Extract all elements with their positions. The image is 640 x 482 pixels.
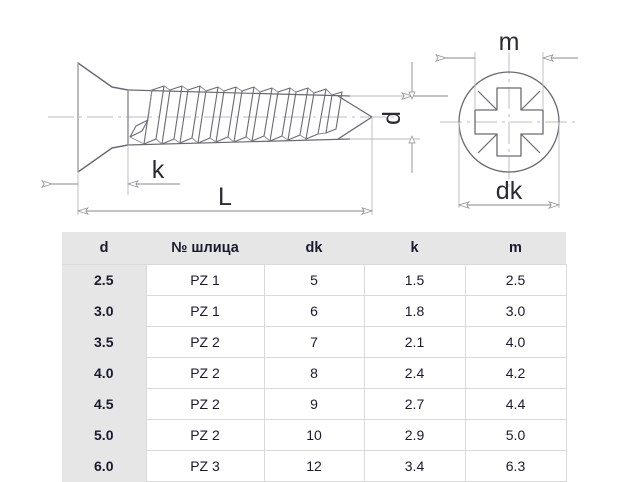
cell-slot-number: PZ 2 — [145, 326, 265, 358]
cell-dk: 7 — [263, 326, 365, 358]
cell-k: 1.8 — [363, 295, 466, 327]
table-row: 4.0 PZ 2 8 2.4 4.2 — [62, 357, 567, 389]
table-row: 3.5 PZ 2 7 2.1 4.0 — [62, 326, 567, 358]
cell-slot-number: PZ 1 — [145, 264, 265, 296]
cell-d: 5.0 — [62, 419, 147, 451]
cell-m: 3.0 — [464, 295, 567, 327]
cell-k: 3.4 — [363, 450, 466, 482]
cell-m: 5.0 — [464, 419, 567, 451]
cell-m: 4.4 — [464, 388, 567, 420]
cell-dk: 5 — [263, 264, 365, 296]
table-header-row: d № шлица dk k m — [62, 232, 566, 265]
cell-k: 2.7 — [363, 388, 466, 420]
cell-dk: 8 — [263, 357, 365, 389]
screw-technical-drawing: k L d — [0, 28, 578, 215]
cell-dk: 10 — [263, 419, 365, 451]
table-row: 3.0 PZ 1 6 1.8 3.0 — [62, 295, 567, 327]
table-row: 4.5 PZ 2 9 2.7 4.4 — [62, 388, 567, 420]
cell-slot-number: PZ 2 — [145, 388, 265, 420]
dimension-label-dk: dk — [496, 177, 523, 205]
cell-m: 4.2 — [464, 357, 567, 389]
dimension-d: d — [350, 62, 448, 173]
cell-k: 2.1 — [363, 326, 466, 358]
cell-d: 4.5 — [62, 388, 147, 420]
dimension-m: m — [446, 28, 578, 58]
cell-m: 4.0 — [464, 326, 567, 358]
dimension-label-m: m — [499, 28, 520, 56]
dimension-label-L: L — [218, 183, 232, 211]
cell-dk: 9 — [263, 388, 365, 420]
side-view-group: k L d — [48, 62, 448, 215]
cell-slot-number: PZ 3 — [145, 450, 265, 482]
screw-dimension-table: d № шлица dk k m 2.5 PZ 1 5 1.5 2.5 3.0 … — [62, 232, 567, 482]
cell-k: 2.9 — [363, 419, 466, 451]
column-header-m: m — [465, 232, 566, 265]
cell-slot-number: PZ 2 — [145, 419, 265, 451]
column-header-dk: dk — [264, 232, 364, 265]
thread-root-lines — [129, 85, 333, 145]
top-view-group: m dk — [440, 28, 578, 208]
column-header-k: k — [364, 232, 465, 265]
cell-slot-number: PZ 1 — [145, 295, 265, 327]
table-row: 6.0 PZ 3 12 3.4 6.3 — [62, 450, 567, 482]
dimension-label-k: k — [152, 156, 165, 184]
table-row: 5.0 PZ 2 10 2.9 5.0 — [62, 419, 567, 451]
cell-d: 2.5 — [62, 264, 147, 296]
cell-k: 2.4 — [363, 357, 466, 389]
dimension-dk: dk — [459, 177, 559, 205]
column-header-slot-number: № шлица — [146, 232, 264, 265]
dimension-k: k — [52, 156, 180, 184]
cell-slot-number: PZ 2 — [145, 357, 265, 389]
cell-d: 3.0 — [62, 295, 147, 327]
pozidriv-ribs — [477, 90, 541, 154]
cell-dk: 12 — [263, 450, 365, 482]
cell-d: 6.0 — [62, 450, 147, 482]
column-header-d: d — [62, 232, 146, 265]
shank-bottom-line — [127, 138, 351, 146]
dimension-L: L — [78, 183, 372, 211]
cell-m: 6.3 — [464, 450, 567, 482]
table-row: 2.5 PZ 1 5 1.5 2.5 — [62, 264, 567, 296]
shank-top-line — [127, 89, 351, 97]
cell-m: 2.5 — [464, 264, 567, 296]
cell-dk: 6 — [263, 295, 365, 327]
cell-d: 3.5 — [62, 326, 147, 358]
cell-k: 1.5 — [363, 264, 466, 296]
cell-d: 4.0 — [62, 357, 147, 389]
spec-table-container: d № шлица dk k m 2.5 PZ 1 5 1.5 2.5 3.0 … — [62, 232, 567, 482]
dimension-label-d: d — [378, 111, 406, 125]
